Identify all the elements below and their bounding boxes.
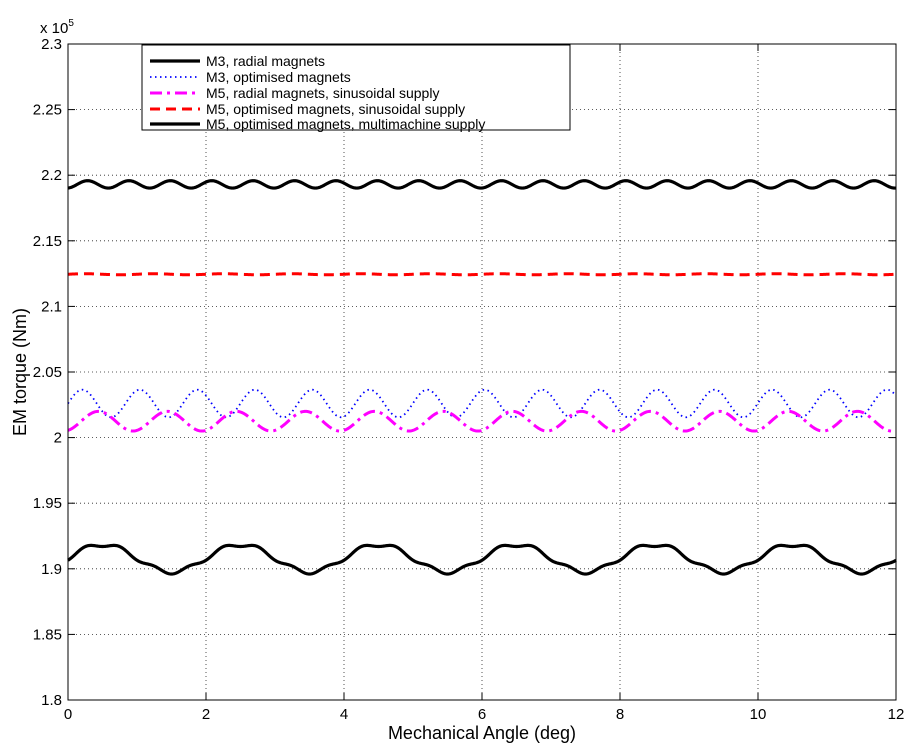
y-exponent-power: 5 (68, 18, 74, 29)
x-tick-label: 2 (202, 706, 210, 723)
series-line-4 (67, 179, 897, 190)
y-tick-label: 1.8 (41, 692, 62, 709)
y-tick-label: 1.95 (33, 495, 62, 512)
y-tick-label: 1.9 (41, 561, 62, 578)
x-axis-label: Mechanical Angle (deg) (388, 723, 576, 743)
series-line-3 (67, 272, 897, 277)
x-tick-label: 6 (478, 706, 486, 723)
legend-entry-4: M5, optimised magnets, multimachine supp… (206, 116, 485, 132)
y-tick-label: 2 (54, 430, 62, 447)
y-tick-label: 2.1 (41, 298, 62, 315)
legend-entry-3: M5, optimised magnets, sinusoidal supply (206, 101, 465, 117)
y-axis-label: EM torque (Nm) (10, 308, 30, 436)
legend-box (141, 44, 571, 131)
x-tick-label: 8 (616, 706, 624, 723)
y-tick-label: 2.15 (33, 233, 62, 250)
series-line-0 (67, 543, 897, 576)
series-layer (67, 179, 897, 576)
grid (68, 44, 896, 700)
ticks (67, 43, 897, 701)
x-tick-label: 12 (888, 706, 905, 723)
y-tick-label: 2.25 (33, 102, 62, 119)
y-tick-label: 2.3 (41, 36, 62, 53)
series-line-1 (67, 388, 897, 419)
x-tick-label: 0 (64, 706, 72, 723)
y-tick-label: 2.05 (33, 364, 62, 381)
y-tick-labels: 1.8 1.85 1.9 1.95 2 2.05 2.1 2.15 2.2 2.25 2.3 (33, 36, 62, 709)
legend-entry-2: M5, radial magnets, sinusoidal supply (206, 85, 439, 101)
legend-entry-1: M3, optimised magnets (206, 69, 351, 85)
y-tick-label: 2.2 (41, 167, 62, 184)
y-tick-label: 1.85 (33, 626, 62, 643)
y-exponent-prefix: x 10 (40, 20, 68, 37)
x-tick-labels: 0 2 4 6 8 10 12 (64, 706, 905, 723)
legend: M3, radial magnets M3, optimised magnets… (141, 44, 571, 132)
x-tick-label: 4 (340, 706, 348, 723)
y-exponent-label: x 105 (40, 18, 74, 37)
x-tick-label: 10 (750, 706, 767, 723)
legend-entry-0: M3, radial magnets (206, 53, 325, 69)
